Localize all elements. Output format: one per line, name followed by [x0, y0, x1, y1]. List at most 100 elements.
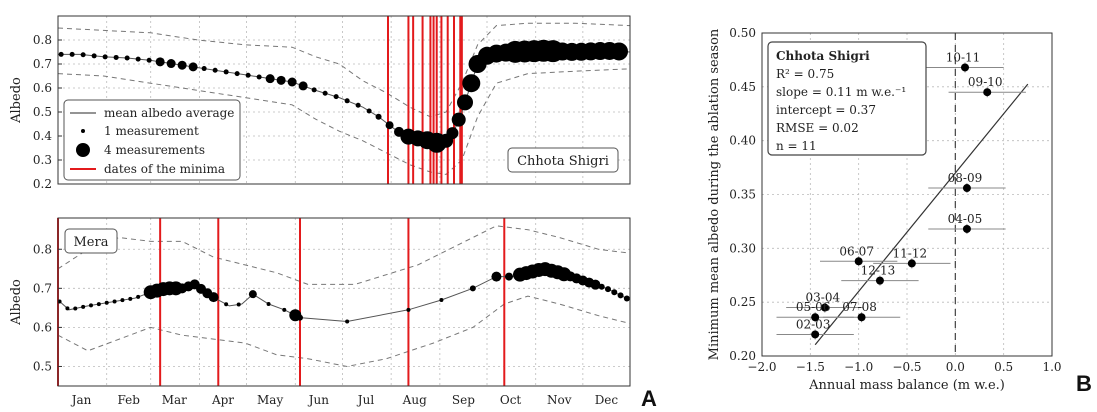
- measurement-dot: [345, 319, 350, 324]
- measurement-dot: [91, 53, 97, 59]
- measurement-dot: [457, 94, 473, 111]
- data-point-label: 09-10: [968, 75, 1003, 89]
- measurement-dot: [375, 113, 382, 120]
- y-tick-label: 0.50: [729, 26, 756, 40]
- data-point-label: 12-13: [861, 264, 896, 278]
- data-point-label: 02-03: [796, 317, 831, 331]
- y-tick-label: 0.7: [33, 57, 52, 71]
- y-tick-label: 0.2: [33, 177, 52, 191]
- measurement-dot: [590, 279, 601, 290]
- measurement-dot: [287, 77, 297, 87]
- measurement-dot: [366, 108, 372, 114]
- mean-albedo-line: [57, 268, 631, 323]
- y-tick-label: 0.5: [33, 105, 52, 119]
- y-tick-label: 0.40: [729, 134, 756, 148]
- measurement-dot: [344, 98, 350, 104]
- x-tick-label: Apr: [211, 393, 234, 407]
- panel-letter-b: B: [1076, 371, 1092, 396]
- stats-line: slope = 0.11 m w.e.⁻¹: [776, 85, 906, 99]
- data-point: [962, 224, 971, 233]
- measurement-dot: [276, 75, 286, 85]
- measurement-dot: [265, 74, 275, 84]
- y-tick-label: 0.25: [729, 295, 756, 309]
- measurement-dot: [245, 72, 251, 78]
- measurement-dot: [112, 299, 117, 304]
- glacier-label-box: [64, 228, 118, 254]
- y-tick-label: 0.7: [33, 281, 52, 295]
- measurement-dot: [605, 286, 611, 293]
- x-tick-label: May: [257, 393, 283, 407]
- measurement-dot: [128, 296, 133, 301]
- stats-line: RMSE = 0.02: [776, 121, 859, 135]
- data-point: [811, 330, 820, 339]
- x-tick-label: −2.0: [747, 360, 776, 374]
- measurement-dot: [58, 51, 64, 57]
- x-tick-label: Jan: [70, 393, 92, 407]
- scatter-panel: 0.20 0.25 0.30 0.35 0.40 0.45 0.50 −2.0 −1.5 −1.0…: [707, 26, 1062, 393]
- x-tick-label: −1.5: [796, 360, 825, 374]
- stats-title: Chhota Shigri: [776, 49, 870, 63]
- x-tick-label: 0.0: [946, 360, 965, 374]
- measurement-dot: [135, 56, 141, 62]
- legend-label: mean albedo average: [104, 106, 234, 120]
- data-point-label: 03-04: [806, 291, 841, 305]
- measurement-dot: [439, 298, 444, 303]
- x-tick-label: 1.0: [1042, 360, 1061, 374]
- measurement-dot: [623, 295, 630, 302]
- y-tick-label: 0.8: [33, 242, 52, 256]
- measurement-dot: [224, 302, 229, 307]
- legend-small-dot-swatch: [81, 129, 85, 133]
- measurement-dot: [406, 307, 411, 312]
- measurement-dot: [598, 283, 605, 290]
- data-point: [875, 276, 884, 285]
- upper-envelope-line: [57, 225, 631, 285]
- measurement-dot: [212, 67, 218, 73]
- measurement-dot: [188, 62, 198, 72]
- measurement-dot: [80, 52, 86, 58]
- measurement-dot: [57, 299, 62, 304]
- y-axis-label: Albedo: [9, 279, 24, 326]
- x-tick-label: −1.0: [844, 360, 873, 374]
- lower-envelope-line: [57, 68, 631, 175]
- measurement-dot: [102, 54, 108, 60]
- measurement-dot: [201, 66, 207, 72]
- data-point: [854, 257, 863, 266]
- measurement-dot: [256, 74, 262, 80]
- legend: mean albedo average 1 measurement 4 measur…: [63, 99, 241, 181]
- data-point-label: 05-06: [796, 300, 831, 314]
- x-tick-label: Jul: [356, 393, 375, 407]
- plot-frame: [57, 15, 631, 185]
- legend-label: 4 measurements: [104, 143, 205, 157]
- measurement-dot: [104, 300, 109, 305]
- y-tick-label: 0.6: [33, 320, 52, 334]
- panel-letter-a: A: [641, 386, 657, 411]
- y-tick-label: 0.5: [33, 359, 52, 373]
- measurement-dot: [297, 314, 303, 321]
- measurement-dot: [385, 121, 394, 130]
- data-point: [962, 184, 971, 193]
- x-tick-label: Nov: [547, 393, 572, 407]
- lower-envelope-line: [57, 295, 631, 368]
- data-point-label: 04-05: [948, 212, 983, 226]
- measurement-dot: [248, 290, 257, 299]
- glacier-label: Chhota Shigri: [517, 154, 609, 169]
- x-tick-label: −0.5: [892, 360, 921, 374]
- chhota-shigri-panel: 0.2 0.3 0.4 0.5 0.6 0.7 0.8 Albedo Chhota Shigri…: [9, 15, 631, 191]
- measurement-dot: [311, 87, 317, 93]
- mera-panel: 0.5 0.6 0.7 0.8 Jan Feb Mar Apr May Jun Jul Aug Sep O…: [9, 217, 631, 407]
- data-point: [961, 63, 969, 72]
- measurement-dot: [65, 306, 70, 311]
- measurement-dot: [208, 292, 219, 303]
- legend-large-dot-swatch: [76, 143, 90, 157]
- measurement-dot: [73, 306, 78, 311]
- y-tick-label: 0.35: [729, 188, 756, 202]
- y-tick-label: 0.45: [729, 80, 756, 94]
- stats-line: R² = 0.75: [776, 67, 834, 81]
- measurement-dot: [451, 112, 466, 127]
- measurement-dot: [298, 81, 308, 91]
- data-point-label: 08-09: [948, 171, 983, 185]
- data-point-label: 11-12: [893, 246, 928, 260]
- measurement-dot: [236, 302, 241, 307]
- measurement-dot: [491, 271, 502, 282]
